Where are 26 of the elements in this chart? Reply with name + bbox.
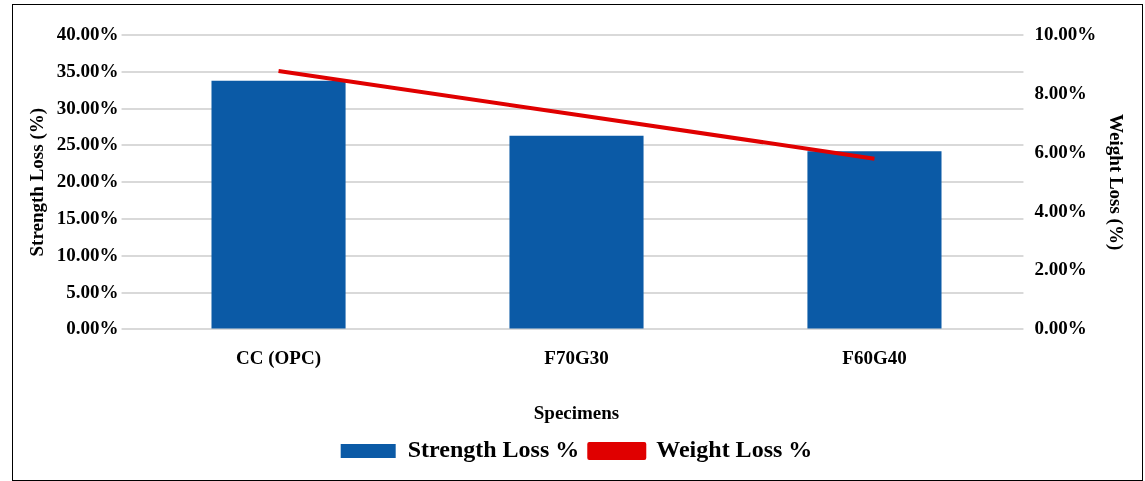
y-tick-label: 0.00% xyxy=(66,317,119,339)
legend-label: Weight Loss % xyxy=(656,436,813,463)
y-tick-label: 5.00% xyxy=(66,280,119,302)
y2-tick-label: 10.00% xyxy=(1034,22,1097,44)
y2-tick-label: 0.00% xyxy=(1034,317,1087,339)
x-axis-title: Specimens xyxy=(533,401,620,423)
y-tick-label: 40.00% xyxy=(56,22,119,44)
y-tick-label: 20.00% xyxy=(56,170,119,192)
y-tick-label: 35.00% xyxy=(56,59,119,81)
y2-tick-label: 6.00% xyxy=(1034,140,1087,162)
y-tick-label: 15.00% xyxy=(56,206,119,228)
x-tick-label: F60G40 xyxy=(842,346,907,368)
bar xyxy=(509,135,644,329)
y-tick-label: 25.00% xyxy=(56,133,119,155)
y2-tick-label: 4.00% xyxy=(1034,199,1087,221)
legend-label: Strength Loss % xyxy=(407,436,580,463)
bar xyxy=(807,151,942,329)
y2-tick-label: 2.00% xyxy=(1034,258,1087,280)
x-tick-label: CC (OPC) xyxy=(236,346,322,369)
y-axis-title: Strength Loss (%) xyxy=(26,107,49,257)
y-tick-label: 30.00% xyxy=(56,96,119,118)
y2-tick-label: 8.00% xyxy=(1034,81,1087,103)
bar xyxy=(211,80,346,329)
y2-axis-title: Weight Loss (%) xyxy=(1104,114,1127,251)
y-tick-label: 10.00% xyxy=(56,243,119,265)
x-tick-label: F70G30 xyxy=(544,346,609,368)
